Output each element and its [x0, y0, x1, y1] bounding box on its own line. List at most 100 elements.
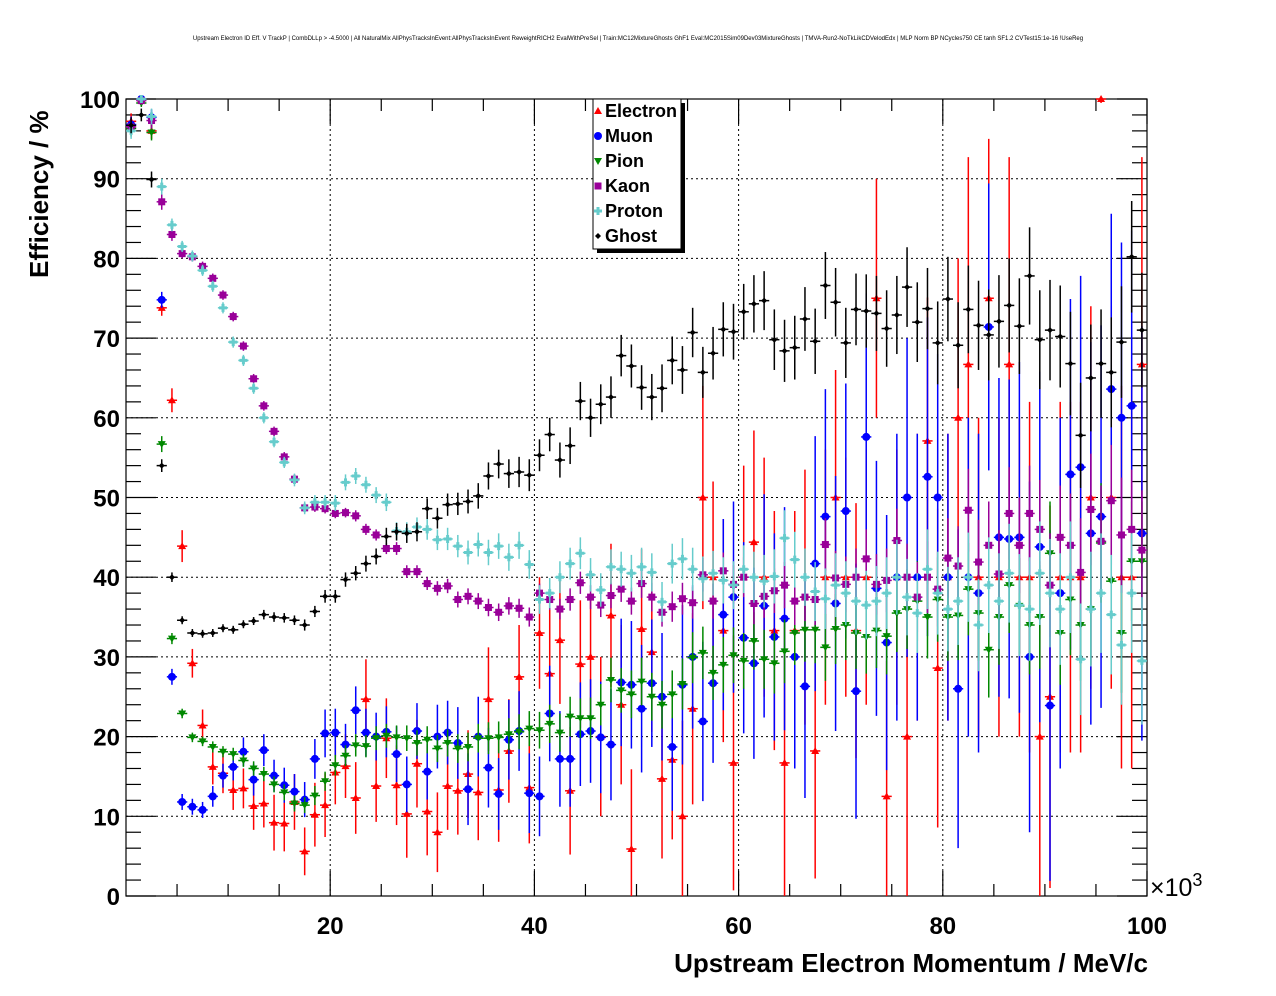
pion-point [841, 622, 850, 630]
muon-point [167, 672, 176, 681]
ghost-point [536, 452, 543, 459]
ghost-point [597, 401, 604, 408]
kaon-point [505, 602, 513, 610]
kaon-point [178, 250, 186, 258]
ghost-point [750, 300, 757, 307]
electron-point [1097, 95, 1106, 102]
muon-point [249, 775, 258, 784]
pion-point [280, 789, 289, 797]
ghost-point [761, 297, 768, 304]
pion-point [678, 680, 687, 688]
pion-point [188, 734, 197, 742]
proton-point [964, 573, 973, 582]
muon-point [852, 687, 861, 696]
kaon-point [158, 198, 166, 206]
pion-point [627, 691, 636, 699]
pion-point [249, 765, 258, 773]
proton-point [423, 525, 432, 534]
pion-point [321, 778, 330, 786]
ghost-point [628, 362, 635, 369]
ghost-point [240, 621, 247, 628]
y-axis-title: Efficiency / % [24, 110, 54, 278]
ghost-point [1108, 369, 1115, 376]
ghost-point [1087, 374, 1094, 381]
proton-point [688, 565, 697, 574]
ghost-point [985, 331, 992, 338]
electron-point [749, 538, 758, 546]
proton-legend-icon [594, 207, 602, 215]
kaon-point [781, 581, 789, 589]
kaon-point [423, 580, 431, 588]
ghost-point [556, 457, 563, 464]
muon-point [719, 610, 728, 619]
ghost-point [577, 398, 584, 405]
ghost-point [322, 593, 329, 600]
ghost-point [1098, 360, 1105, 367]
electron-point [515, 672, 524, 680]
ghost-point [475, 492, 482, 499]
y-tick-label: 20 [93, 725, 120, 752]
legend-item-proton: Proton [594, 201, 663, 221]
electron-point [300, 847, 309, 855]
muon-point [923, 472, 932, 481]
proton-point [259, 413, 268, 422]
legend-item-pion: Pion [594, 151, 644, 171]
pion-point [208, 743, 217, 751]
muon-point [954, 684, 963, 693]
proton-point [198, 266, 207, 275]
electron-point [606, 611, 615, 619]
ghost-point [730, 328, 737, 335]
proton-point [178, 242, 187, 251]
pion-point [831, 626, 840, 634]
ghost-point [373, 553, 380, 560]
proton-point [647, 568, 656, 577]
muon-point [341, 740, 350, 749]
x-tick-labels: 20 40 60 80 100 [317, 913, 1167, 940]
pion-point [504, 731, 513, 739]
ghost-point [271, 614, 278, 621]
kaon-point [1005, 509, 1013, 517]
proton-point [464, 548, 473, 557]
x-tick-label: 60 [725, 913, 752, 940]
proton-point [433, 535, 442, 544]
pion-point [433, 745, 442, 753]
proton-point [1025, 605, 1034, 614]
legend-item-electron: Electron [594, 101, 677, 121]
proton-point [586, 570, 595, 579]
ghost-point [832, 299, 839, 306]
ghost-point [904, 284, 911, 291]
electron-point [627, 844, 636, 852]
ghost-point [199, 630, 206, 637]
ghost-point [1016, 323, 1023, 330]
proton-point [1097, 589, 1106, 598]
electron-point [678, 812, 687, 820]
y-tick-labels: 0 10 20 30 40 50 60 70 80 90 100 [80, 87, 120, 911]
y-tick-label: 50 [93, 486, 120, 513]
muon-point [841, 507, 850, 516]
pion-point [382, 732, 391, 740]
pion-point [525, 725, 534, 733]
muon-point [668, 742, 677, 751]
electron-point [239, 784, 248, 792]
proton-point [749, 573, 758, 582]
muon-point [423, 767, 432, 776]
ghost-point [413, 528, 420, 535]
pion-point [617, 687, 626, 695]
pion-point [218, 748, 227, 756]
pion-point [372, 735, 381, 743]
proton-point [188, 252, 197, 261]
kaon-point [617, 585, 625, 593]
kaon-point [576, 579, 584, 587]
muon-legend-icon [594, 132, 602, 140]
x-multiplier: ×103 [1150, 870, 1202, 902]
kaon-point [791, 597, 799, 605]
axis-ticks [126, 98, 1148, 897]
kaon-point [566, 596, 574, 604]
ghost-point [485, 472, 492, 479]
proton-point [943, 605, 952, 614]
proton-point [739, 565, 748, 574]
electron-point [586, 652, 595, 660]
proton-point [780, 534, 789, 543]
ghost-point [801, 315, 808, 322]
